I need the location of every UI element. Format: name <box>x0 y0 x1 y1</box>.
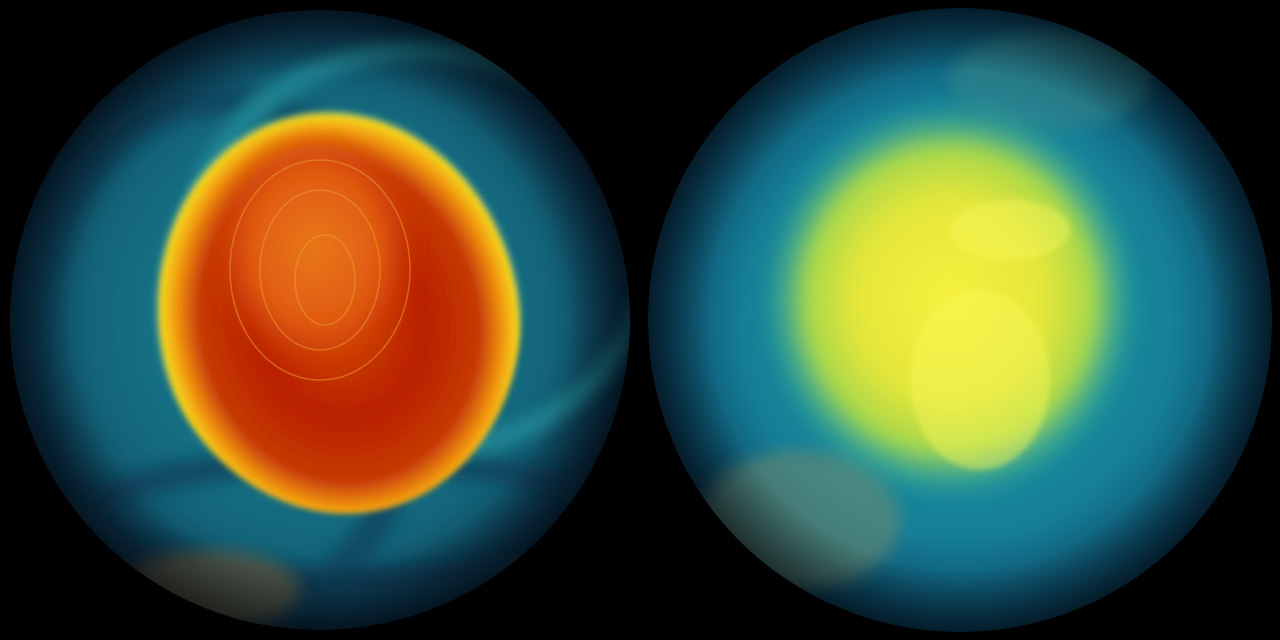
northern-hemisphere-globe <box>648 8 1272 632</box>
southern-hemisphere-globe <box>10 10 630 630</box>
